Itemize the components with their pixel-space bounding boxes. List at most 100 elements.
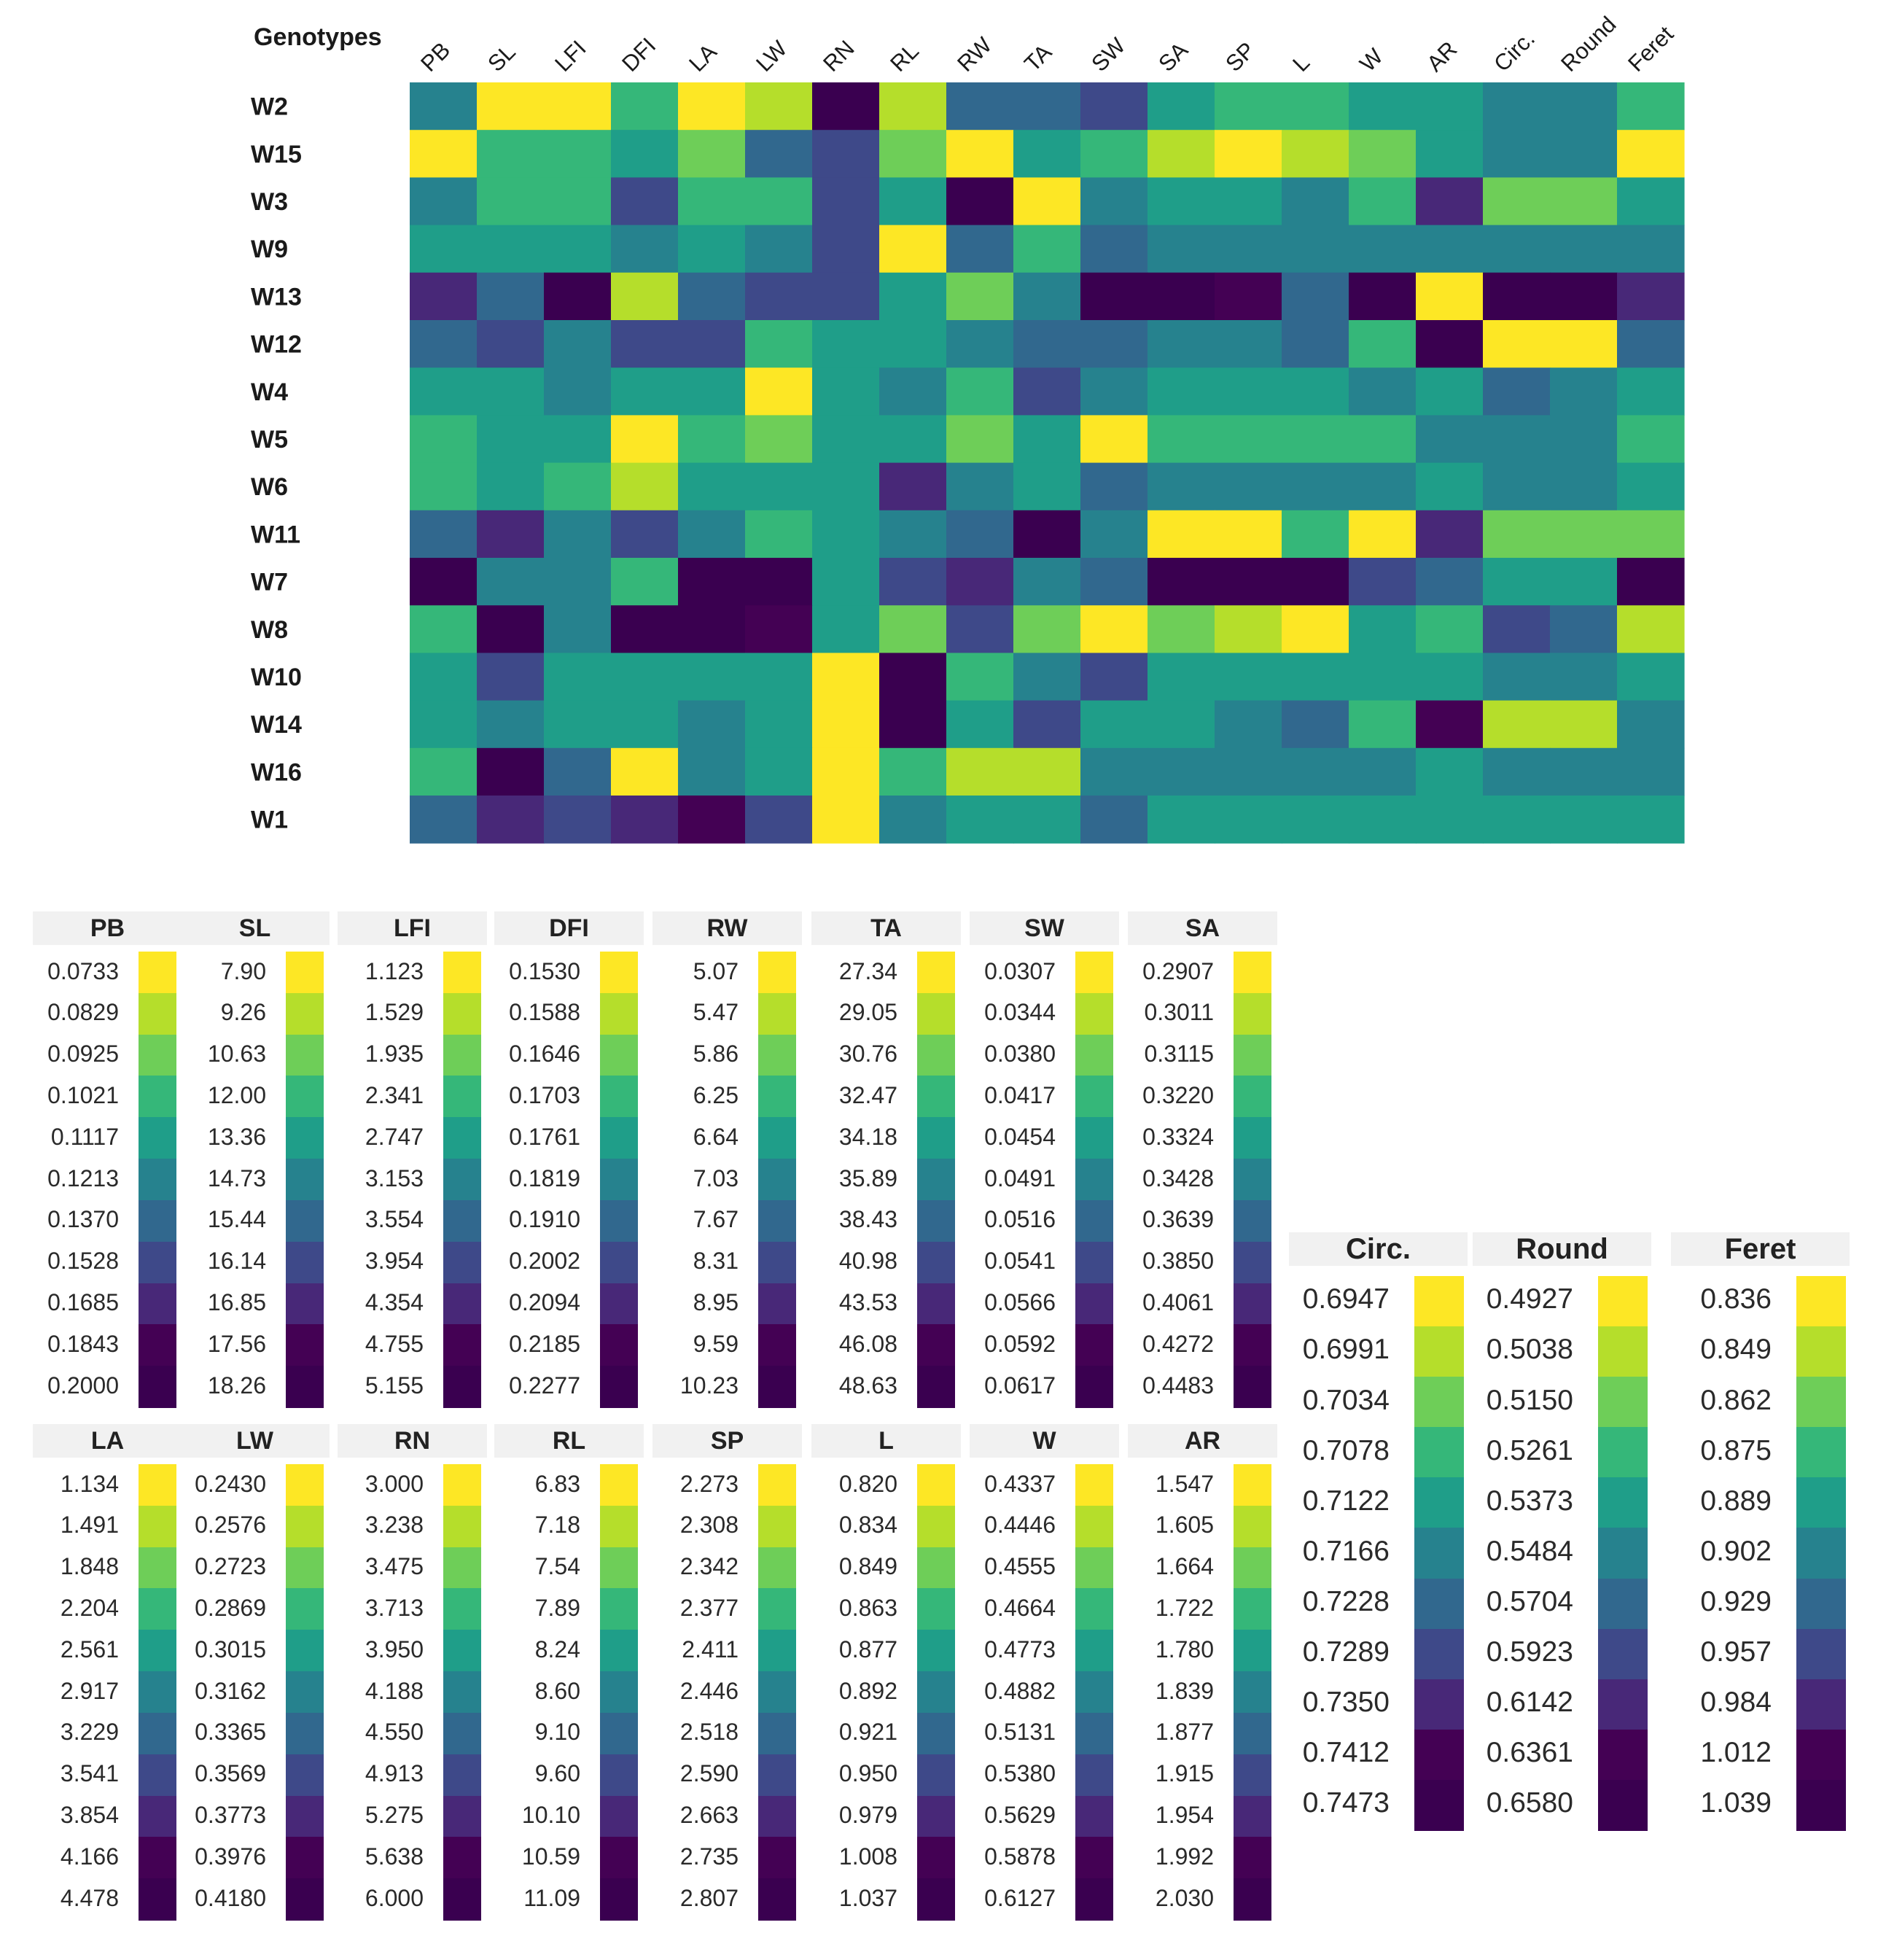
legend-swatch	[1234, 1324, 1271, 1366]
heatmap-cell-W12-Feret	[1617, 320, 1685, 368]
legend-swatch	[1414, 1377, 1464, 1428]
heatmap-cell-W5-Circ	[1483, 415, 1551, 464]
legend-value: 40.98	[838, 1248, 897, 1275]
heatmap-cell-W1-Feret	[1617, 796, 1685, 844]
legend-value: 5.47	[693, 999, 739, 1026]
legend-swatch	[1598, 1326, 1648, 1377]
heatmap-cell-W16-W	[1349, 747, 1417, 796]
legend-title: Feret	[1671, 1232, 1850, 1266]
heatmap-cell-W10-LA	[678, 653, 746, 701]
legend-color-bar	[1414, 1276, 1464, 1831]
legend-value: 3.950	[365, 1636, 424, 1662]
heatmap-cell-W4-Circ	[1483, 368, 1551, 416]
legend-swatch	[758, 1076, 796, 1118]
legend-value: 0.5261	[1486, 1434, 1573, 1466]
legend-swatch	[1598, 1528, 1648, 1579]
heatmap-cell-W15-W	[1349, 130, 1417, 178]
legend-value: 0.6991	[1302, 1334, 1390, 1366]
legend-title: PB	[33, 911, 182, 945]
heatmap-cell-W5-RW	[946, 415, 1014, 464]
legend-swatch	[139, 1837, 176, 1879]
legend-value: 3.541	[60, 1760, 119, 1787]
legend-color-bar	[1234, 952, 1271, 1408]
heatmap-cell-W10-SP	[1215, 653, 1282, 701]
legend-value: 0.7350	[1302, 1687, 1390, 1719]
legend-swatch	[917, 952, 955, 994]
legend-value: 1.954	[1155, 1802, 1214, 1829]
heatmap-cell-W15-Round	[1550, 130, 1618, 178]
legend-value: 0.0541	[984, 1248, 1056, 1275]
legend-swatch	[600, 1671, 638, 1714]
legend-lfi: LFI 1.123 1.529 1.935 2.341 2.747 3.153 3.554 3.…	[338, 911, 487, 1415]
heatmap-cell-W5-DFI	[611, 415, 679, 464]
heatmap-cell-W12-RL	[879, 320, 947, 368]
legend-swatch	[917, 1117, 955, 1159]
legend-color-bar	[758, 952, 796, 1408]
heatmap-cell-W11-RW	[946, 510, 1014, 559]
heatmap-cell-W2-SA	[1148, 82, 1215, 131]
legend-value: 11.09	[523, 1884, 580, 1911]
heatmap-cell-W6-SA	[1148, 462, 1215, 511]
legend-rn: RN 3.000 3.238 3.475 3.713 3.950 4.188 4.550 4.9…	[338, 1424, 487, 1927]
heatmap-cell-W7-W	[1349, 558, 1417, 606]
legend-color-bar	[600, 952, 638, 1408]
legend-value: 1.491	[60, 1512, 119, 1539]
heatmap-cell-W5-SP	[1215, 415, 1282, 464]
legend-swatch	[758, 1630, 796, 1672]
legend-value: 0.0829	[47, 999, 119, 1026]
heatmap-cell-W8-Circ	[1483, 605, 1551, 653]
legend-value: 3.153	[365, 1164, 424, 1191]
legend-color-bar	[139, 1464, 176, 1921]
legend-value: 8.60	[534, 1677, 580, 1704]
legend-swatch	[600, 1588, 638, 1630]
column-label-RW: RW	[952, 32, 997, 77]
legend-value: 0.0307	[984, 957, 1056, 984]
heatmap-cell-W6-Round	[1550, 462, 1618, 511]
legend-swatch	[139, 1795, 176, 1838]
legend-swatch	[139, 1671, 176, 1714]
heatmap-cell-W12-Round	[1550, 320, 1618, 368]
heatmap-cell-W13-DFI	[611, 272, 679, 321]
column-label-L: L	[1287, 50, 1314, 77]
legend-value: 1.780	[1155, 1636, 1214, 1662]
heatmap-cell-W4-W	[1349, 368, 1417, 416]
heatmap-cell-W5-SW	[1080, 415, 1148, 464]
legend-swatch	[600, 1837, 638, 1879]
legend-swatch	[917, 1324, 955, 1366]
heatmap-cell-W11-SL	[477, 510, 545, 559]
heatmap-cell-W3-Round	[1550, 177, 1618, 226]
legend-value: 3.854	[60, 1802, 119, 1829]
legend-value: 7.03	[693, 1164, 739, 1191]
legend-swatch	[443, 992, 481, 1035]
legend-value: 0.6142	[1486, 1687, 1573, 1719]
legend-title: RL	[494, 1424, 644, 1458]
legend-value: 10.23	[679, 1372, 739, 1399]
legend-value: 0.957	[1700, 1636, 1772, 1668]
legend-value: 8.95	[693, 1289, 739, 1316]
heatmap-cell-W10-Feret	[1617, 653, 1685, 701]
legend-swatch	[600, 992, 638, 1035]
legend-value: 0.7122	[1302, 1485, 1390, 1517]
legend-swatch	[443, 1671, 481, 1714]
legend-swatch	[917, 1754, 955, 1797]
legend-swatch	[1598, 1628, 1648, 1680]
legend-value: 6.25	[693, 1082, 739, 1109]
heatmap-cell-W14-LW	[745, 700, 813, 749]
heatmap-cell-W15-LFI	[544, 130, 612, 178]
legend-value: 0.3220	[1142, 1082, 1214, 1109]
legend-swatch	[600, 1117, 638, 1159]
heatmap-cell-W11-SP	[1215, 510, 1282, 559]
legend-l: L 0.820 0.834 0.849 0.863 0.877 0.892 0.921 0.95…	[811, 1424, 961, 1927]
heatmap-cell-W5-TA	[1013, 415, 1081, 464]
heatmap-cell-W6-L	[1282, 462, 1349, 511]
heatmap-cell-W16-LA	[678, 747, 746, 796]
column-label-Round: Round	[1556, 12, 1621, 77]
legend-value: 5.155	[365, 1372, 424, 1399]
legend-swatch	[286, 1283, 324, 1325]
legend-swatch	[600, 1505, 638, 1548]
heatmap-cell-W13-SW	[1080, 272, 1148, 321]
legend-swatch	[1796, 1628, 1846, 1680]
legend-value: 1.992	[1155, 1843, 1214, 1870]
legend-value: 0.984	[1700, 1687, 1772, 1719]
heatmap-cell-W5-LA	[678, 415, 746, 464]
